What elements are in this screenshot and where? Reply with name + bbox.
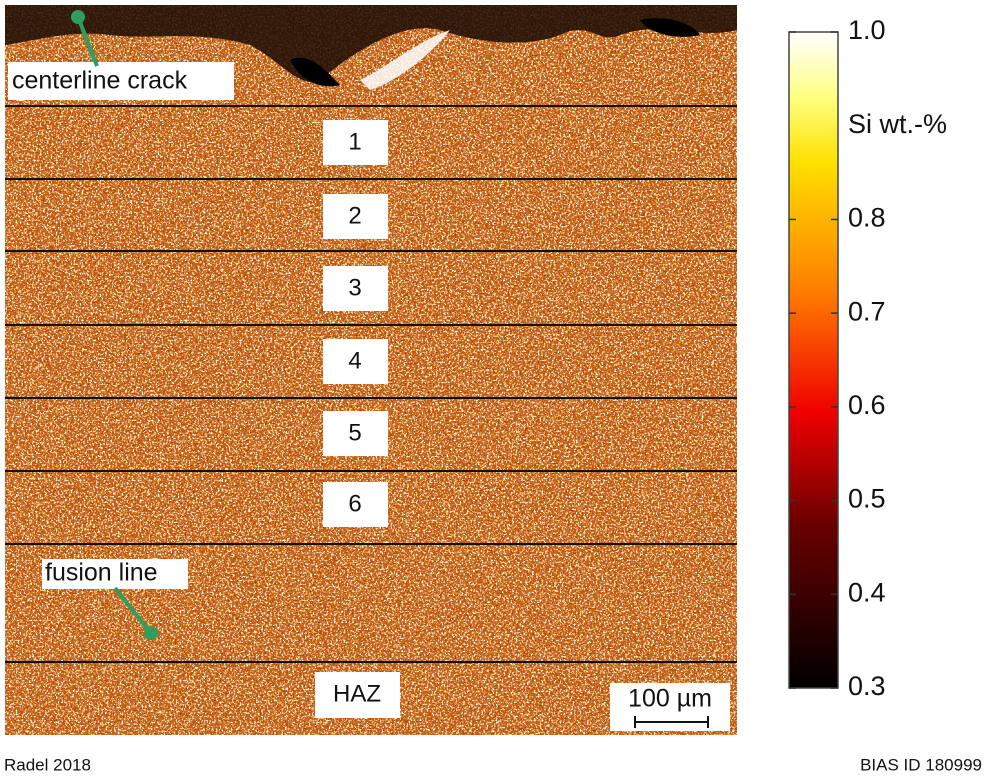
scale-bar	[634, 716, 709, 728]
zone-label: 2	[348, 202, 361, 229]
zone-labels	[315, 120, 400, 718]
footer-left: Radel 2018	[4, 755, 91, 774]
crack-label: centerline crack	[12, 67, 188, 95]
colorbar-label: Si wt.-%	[848, 109, 947, 139]
tick-label: 0.6	[848, 390, 886, 420]
scale-bar-label: 100 µm	[628, 685, 712, 713]
zone-lines	[5, 105, 737, 663]
zone-label: 6	[348, 490, 361, 517]
pointer	[76, 16, 99, 67]
zone-label: 5	[348, 419, 361, 446]
pointer	[113, 586, 152, 634]
tick-label: 0.3	[848, 671, 886, 701]
zone-label: 1	[348, 128, 361, 155]
fusion-label: fusion line	[45, 559, 158, 587]
zone-label: HAZ	[333, 680, 381, 707]
tick-label: 0.4	[848, 577, 886, 607]
micrograph: 1 2 3 4 5 6 HAZ centerline crack fusion …	[5, 5, 737, 735]
pointer-dot	[71, 10, 85, 24]
zone-label: 4	[348, 347, 361, 374]
colorbar: Si wt.-% 1.0 0.8 0.7 0.6 0.5 0.4 0.3	[788, 15, 947, 701]
tick-label: 0.7	[848, 296, 886, 326]
pointer-dot	[144, 626, 158, 640]
tick-label: 1.0	[848, 15, 886, 45]
zone-label: 3	[348, 274, 361, 301]
tick-label: 0.8	[848, 203, 886, 233]
tick-label: 0.5	[848, 484, 886, 514]
footer-right: BIAS ID 180999	[860, 755, 982, 774]
